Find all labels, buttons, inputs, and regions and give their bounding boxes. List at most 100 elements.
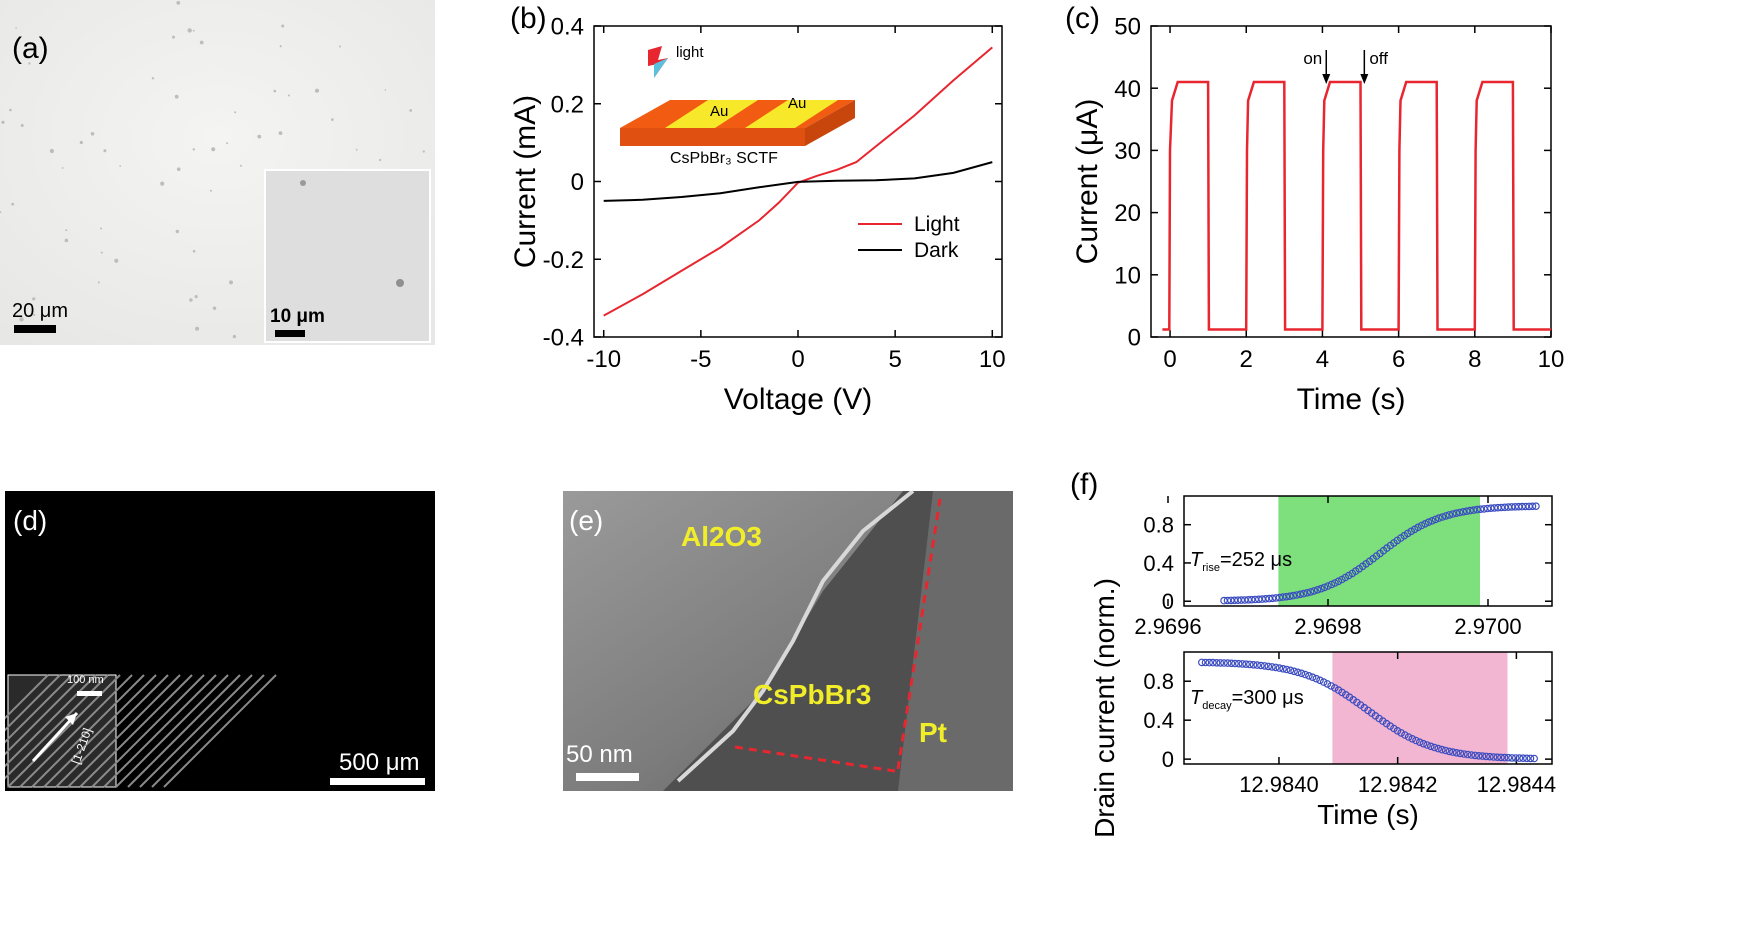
panel-d: (d) 100 nm [1-210] 500 μm <box>0 491 435 791</box>
speck <box>176 1 181 5</box>
data-point <box>1201 658 1210 667</box>
x-axis-label: Time (s) <box>1297 383 1406 416</box>
interface-line <box>676 489 915 783</box>
speck <box>49 148 55 154</box>
data-point <box>1294 668 1302 677</box>
x-tick-label: 2.9700 <box>1454 614 1521 639</box>
y-axis-label: Current (mA) <box>509 95 542 268</box>
data-point <box>1438 513 1447 521</box>
data-point <box>1452 748 1461 757</box>
panel-label-a: (a) <box>12 32 49 65</box>
x-tick-label: 2 <box>1240 346 1253 373</box>
speck <box>409 109 413 112</box>
data-point <box>1487 504 1495 513</box>
x-tick-label: 4 <box>1316 346 1329 373</box>
data-point <box>1330 684 1339 692</box>
data-point <box>1497 753 1505 762</box>
data-point <box>1323 680 1332 688</box>
data-point <box>1466 506 1474 515</box>
annotation-arrowhead <box>1322 74 1331 84</box>
inset-stripe <box>103 674 217 788</box>
data-point <box>1452 509 1461 518</box>
inset-film-label: CsPbBr₃ SCTF <box>670 150 778 167</box>
series-line <box>1162 80 1551 331</box>
plot-frame <box>1183 495 1553 607</box>
panel-label-f: (f) <box>1070 468 1099 501</box>
inset-stripe <box>115 674 229 788</box>
speck <box>279 45 282 48</box>
data-point <box>1459 507 1468 516</box>
speck <box>15 27 17 29</box>
speck <box>1 120 5 124</box>
data-point <box>1253 661 1262 669</box>
data-point <box>1296 590 1305 599</box>
data-point <box>1223 659 1232 667</box>
data-point <box>1528 502 1537 511</box>
x-axis-label: Time (s) <box>1317 799 1419 830</box>
data-point <box>1264 662 1273 671</box>
data-point <box>1467 751 1476 759</box>
annotation-label-on: on <box>1303 49 1322 68</box>
data-point <box>1412 736 1420 745</box>
data-point <box>1293 591 1301 599</box>
speck <box>355 148 358 151</box>
inset-stripe <box>43 674 157 788</box>
speck <box>9 108 12 112</box>
data-point <box>1456 749 1465 758</box>
data-point <box>1441 746 1450 755</box>
inset-stripe <box>55 674 169 788</box>
data-point <box>1279 593 1287 601</box>
data-point <box>1305 672 1313 680</box>
x-axis-label: Voltage (V) <box>724 383 872 416</box>
data-point <box>1290 667 1298 676</box>
tem-image-e <box>563 489 1013 791</box>
data-point <box>1227 596 1235 605</box>
speck <box>422 150 425 153</box>
data-point <box>1417 521 1426 530</box>
data-point <box>1275 593 1284 602</box>
inset-stripe <box>67 674 181 788</box>
speck <box>257 134 262 139</box>
data-point <box>1426 742 1435 751</box>
data-point <box>1474 751 1483 760</box>
panel-f: (f) 2.9696 2.9698 2.9700 0 0.4 0.8 Trise=252 μ… <box>1070 468 1755 945</box>
speck <box>64 238 69 243</box>
data-point <box>1242 660 1250 669</box>
data-point <box>1327 580 1336 589</box>
data-point <box>1442 512 1450 520</box>
speck <box>209 189 212 192</box>
data-point <box>1238 660 1247 668</box>
data-point <box>1316 676 1324 685</box>
data-point <box>1317 584 1325 593</box>
data-point <box>1286 666 1295 675</box>
speck <box>189 298 193 302</box>
scalebar-label-d: 500 μm <box>339 749 420 776</box>
data-point <box>1209 658 1217 667</box>
data-point <box>1401 731 1409 739</box>
data-point <box>1526 754 1535 763</box>
speck <box>287 94 290 97</box>
data-point <box>1234 659 1243 668</box>
inset-stripe <box>127 674 241 788</box>
data-point <box>1282 665 1291 674</box>
speck <box>199 40 204 45</box>
speck <box>97 281 100 284</box>
data-point <box>1463 750 1472 759</box>
speck <box>379 158 382 162</box>
scalebar-label-inset-d: 100 nm <box>67 674 104 686</box>
x-tick-label: 12.9844 <box>1477 772 1557 797</box>
data-point <box>1404 733 1413 741</box>
data-point <box>1282 592 1291 601</box>
speck <box>229 280 233 285</box>
panel-label-e: (e) <box>569 505 604 536</box>
y-tick-label: 0 <box>1162 589 1174 614</box>
speck <box>195 326 200 331</box>
scalebar-label-e: 50 nm <box>566 741 633 768</box>
speck <box>232 334 237 339</box>
data-point <box>1430 743 1439 752</box>
y-tick-label: 0.4 <box>551 14 584 41</box>
label-cspbbr3: CsPbBr3 <box>753 679 872 710</box>
inset-stripe <box>163 674 277 788</box>
speck <box>90 132 95 136</box>
data-point <box>1511 754 1520 762</box>
